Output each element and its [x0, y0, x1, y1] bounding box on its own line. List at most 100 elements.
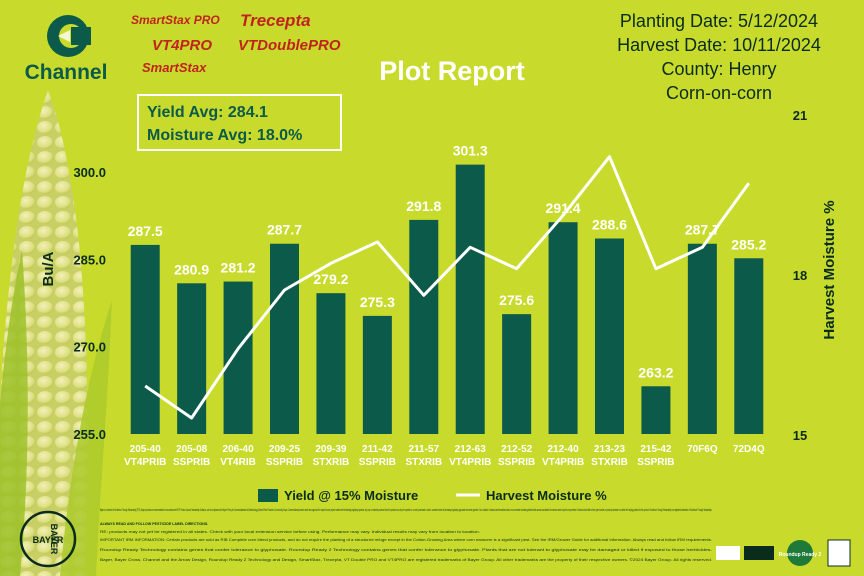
channel-logo: Channel: [25, 15, 108, 84]
x-tick-label: 211-57: [408, 444, 439, 455]
yield-data-label: 275.6: [499, 292, 534, 308]
yield-bar: [734, 258, 764, 434]
legend-bar-swatch: [258, 489, 278, 502]
x-tick-label: 213-23: [594, 444, 626, 455]
irm-notice: IMPORTANT IRM INFORMATION: Certain produ…: [100, 538, 712, 542]
x-tick-label-trait: STXRIB: [405, 457, 442, 468]
y-tick-label: 270.0: [73, 340, 106, 355]
x-tick-label: 72D4Q: [733, 444, 765, 455]
y2-tick-label: 15: [793, 428, 807, 443]
x-tick-label-trait: SSPRIB: [637, 457, 674, 468]
bayer-logo: BAYER BAYER: [19, 510, 77, 568]
x-tick-label-trait: SSPRIB: [173, 457, 210, 468]
x-tick-label: 209-25: [269, 444, 301, 455]
yield-data-labels: 287.5 280.9 281.2 287.7 279.2 275.3 291.8 301.3…: [128, 143, 767, 381]
roundup-ready-badge-icon: [787, 540, 813, 566]
yield-bar: [641, 386, 671, 434]
yield-bar: [502, 314, 532, 434]
county: County: Henry: [661, 59, 776, 79]
trait-logo-vt4pro: VT4PRO: [152, 37, 212, 54]
yield-bar: [595, 238, 624, 434]
yield-bar: [409, 219, 439, 434]
yield-data-label: 279.2: [313, 271, 348, 287]
yield-data-label: 287.7: [267, 222, 302, 238]
trait-logos: SmartStax PRO Trecepta VT4PRO VTDoublePR…: [131, 11, 341, 75]
yield-data-label: 288.6: [592, 217, 627, 233]
yield-bar: [687, 243, 717, 434]
yield-data-label: 285.2: [731, 236, 766, 252]
legend-moisture: Harvest Moisture %: [486, 488, 607, 503]
moisture-average: Moisture Avg: 18.0%: [147, 127, 302, 144]
bayer-wordmark: BAYER: [33, 535, 64, 545]
footer-badges: Roundup Ready 2: [716, 539, 851, 567]
yield-data-label: 280.9: [174, 261, 209, 277]
y2-tick-label: 18: [793, 268, 807, 283]
yield-data-label: 275.3: [360, 294, 395, 310]
x-tick-label-trait: STXRIB: [313, 457, 350, 468]
y2-tick-label: 21: [793, 108, 807, 123]
yield-bar: [270, 243, 299, 434]
stewardship-badge-icon: [744, 546, 774, 560]
x-tick-label: 205-08: [176, 444, 208, 455]
x-tick-label: 70F6Q: [687, 444, 718, 455]
trait-logo-trecepta: Trecepta: [240, 11, 311, 30]
rotation: Corn-on-corn: [666, 83, 772, 103]
y2-axis-label: Harvest Moisture %: [821, 200, 838, 339]
trademark-notice: Bayer, Bayer Cross, Channel and the Arro…: [100, 558, 712, 562]
yield-bar: [548, 222, 578, 434]
disclaimer-line: Bayer is a member of Excellence Through …: [100, 508, 712, 512]
x-tick-label-trait: SSPRIB: [498, 457, 535, 468]
x-tick-label-trait: VT4RIB: [220, 457, 256, 468]
yield-data-label: 287.5: [128, 223, 163, 239]
x-tick-label-trait: SSPRIB: [266, 457, 303, 468]
x-tick-label: 212-52: [501, 444, 533, 455]
ets-badge-icon: [716, 546, 740, 560]
roundup-notice: Roundup Ready Technology contains genes …: [100, 548, 712, 552]
yield-data-label: 291.8: [406, 198, 441, 214]
yield-bar: [130, 244, 160, 434]
x-tick-label-trait: VT4PRIB: [124, 457, 166, 468]
yield-bars: [130, 164, 764, 435]
yield-bar: [223, 281, 253, 434]
x-tick-label: 212-40: [548, 444, 580, 455]
x-tick-label: 211-42: [362, 444, 393, 455]
x-tick-label: 205-40: [130, 444, 162, 455]
summary-box: Yield Avg: 284.1 Moisture Avg: 18.0%: [137, 94, 342, 151]
yield-data-label: 301.3: [453, 143, 488, 159]
trait-logo-smartstax-pro: SmartStax PRO: [131, 13, 220, 27]
y2-axis-ticks: 15 18 21: [793, 108, 807, 443]
moisture-line: [144, 155, 751, 420]
yield-bar: [177, 283, 207, 434]
legend-yield: Yield @ 15% Moisture: [284, 488, 418, 503]
x-tick-label-trait: STXRIB: [591, 457, 628, 468]
channel-wordmark: Channel: [25, 61, 108, 84]
y-tick-label: 300.0: [73, 165, 106, 180]
yield-bar: [362, 315, 392, 434]
x-tick-label: 209-39: [315, 444, 347, 455]
planting-date: Planting Date: 5/12/2024: [620, 11, 818, 31]
trait-logo-smartstax: SmartStax: [142, 60, 207, 75]
bayer-wordmark-vertical: BAYER: [49, 524, 59, 555]
yield-data-label: 281.2: [221, 260, 256, 276]
x-tick-label-trait: VT4PRIB: [449, 457, 491, 468]
page-title: Plot Report: [379, 56, 525, 86]
corn-cob-illustration: [0, 90, 112, 576]
yield-bar: [316, 293, 346, 434]
channel-arrow-icon: [58, 30, 70, 42]
label-notice: ALWAYS READ AND FOLLOW PESTICIDE LABEL D…: [100, 522, 208, 526]
x-tick-label-trait: VT4PRIB: [542, 457, 584, 468]
roundup-ready-text: Roundup Ready 2: [779, 552, 822, 558]
x-tick-label: 212-63: [455, 444, 487, 455]
x-tick-label: 206-40: [223, 444, 255, 455]
y-axis-ticks: 255.0 270.0 285.0 300.0: [73, 165, 106, 442]
disclaimer-text: Bayer is a member of Excellence Through …: [100, 508, 712, 562]
y-axis-label: Bu/A: [40, 251, 57, 286]
yield-average: Yield Avg: 284.1: [147, 104, 268, 121]
y-tick-label: 255.0: [73, 427, 106, 442]
harvest-date: Harvest Date: 10/11/2024: [617, 35, 821, 55]
planting-info: Planting Date: 5/12/2024 Harvest Date: 1…: [617, 11, 821, 103]
yield-data-label: 263.2: [638, 364, 673, 380]
trait-logo-vtdoublepro: VTDoublePRO: [238, 37, 341, 54]
